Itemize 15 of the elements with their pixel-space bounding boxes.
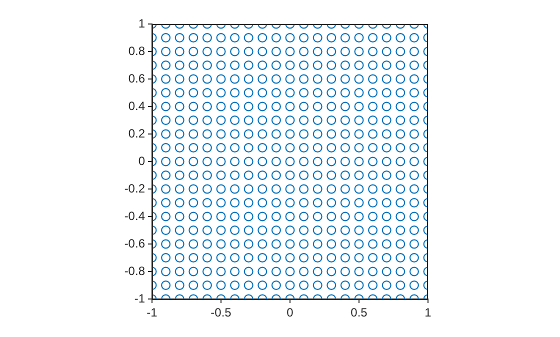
y-tick-label: -0.4 [124, 208, 146, 223]
y-tick-label: 0.8 [128, 44, 146, 58]
y-tick-label: 1 [138, 16, 146, 30]
y-tick-label: 0.6 [128, 71, 146, 86]
y-tick-label: 0 [138, 154, 146, 168]
y-tick-label: 0.2 [128, 126, 146, 140]
y-tick-label: -0.8 [124, 264, 146, 278]
y-tick-label: -0.6 [124, 236, 146, 250]
x-tick-label: 0.5 [350, 306, 368, 320]
x-tick-label: 1 [424, 306, 432, 320]
y-tick-label: -1 [134, 291, 146, 306]
y-tick-label: -0.2 [124, 181, 146, 196]
y-tick-label: 0.4 [128, 98, 146, 113]
x-tick-label: -0.5 [210, 306, 232, 320]
x-tick-label: 0 [286, 306, 294, 320]
